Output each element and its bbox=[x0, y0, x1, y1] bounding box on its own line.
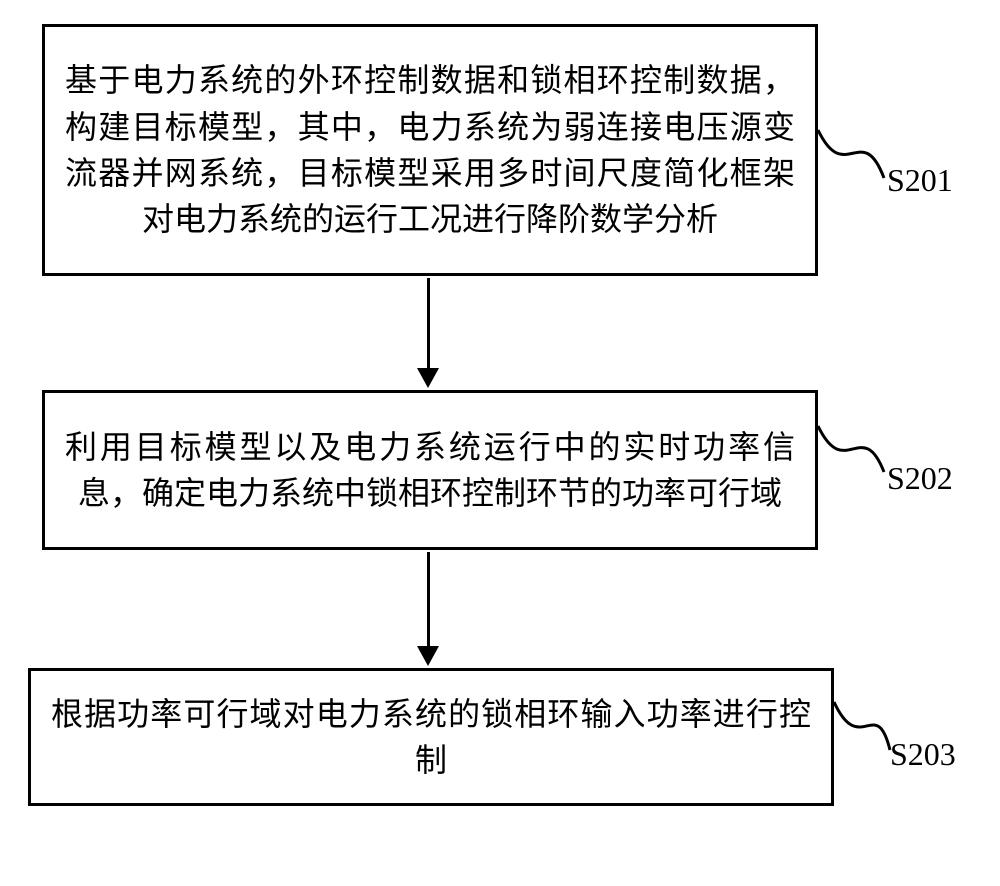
step-label-3: S203 bbox=[890, 736, 956, 773]
connector-path-3 bbox=[834, 702, 890, 750]
flowchart-canvas: 基于电力系统的外环控制数据和锁相环控制数据，构建目标模型，其中，电力系统为弱连接… bbox=[0, 0, 1000, 886]
connector-curve-3 bbox=[0, 0, 1000, 886]
